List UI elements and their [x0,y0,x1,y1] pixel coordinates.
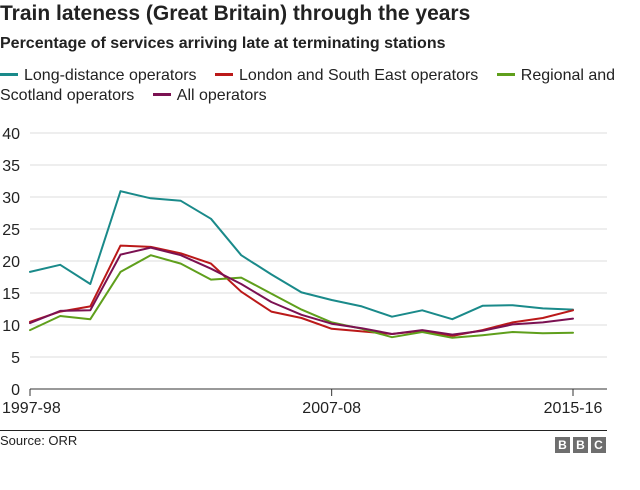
x-tick-label-1997-98: 1997-98 [2,400,61,417]
bbc-logo-letter-1: B [555,437,570,453]
series-line-all-operators [29,246,574,336]
chart-title: Train lateness (Great Britain) through t… [0,2,471,25]
legend-item-regional-scotland: Regional and Scotland operators [0,67,615,104]
x-tick-label-2015-16: 2015-16 [544,400,603,417]
x-tick-label-2007-08: 2007-08 [302,400,361,417]
bbc-logo-letter-2: B [573,437,588,453]
y-tick-label-5: 5 [11,350,20,367]
y-tick-label-10: 10 [2,318,20,335]
legend-label-long-distance: Long-distance operators [24,67,197,84]
legend-item-long-distance: Long-distance operators [0,67,197,84]
source-note: Source: ORR [0,433,78,448]
series-line-london-and-south-east-operators [29,244,574,337]
legend-item-london-south-east: London and South East operators [215,67,478,84]
bbc-logo: B B C [555,437,606,453]
series-line-long-distance-operators [29,190,574,321]
chart-legend: Long-distance operators London and South… [0,66,620,106]
bbc-logo-letter-3: C [591,437,606,453]
chart-subtitle: Percentage of services arriving late at … [0,35,446,52]
legend-label-regional-scotland: Regional and Scotland operators [0,67,616,104]
legend-swatch-all-operators [152,93,171,97]
y-tick-label-20: 20 [2,254,20,271]
y-tick-label-15: 15 [2,286,20,303]
legend-label-london-south-east: London and South East operators [239,67,479,84]
y-tick-label-25: 25 [2,222,20,239]
legend-label-all-operators: All operators [176,87,267,104]
legend-swatch-london-south-east [215,73,234,77]
series-line-regional-and-scotland-operators [29,254,574,339]
footer-divider [0,430,607,431]
legend-swatch-long-distance [0,73,18,77]
y-tick-label-30: 30 [2,190,20,207]
y-tick-label-35: 35 [2,158,20,175]
legend-item-all-operators: All operators [152,87,267,104]
y-tick-label-0: 0 [11,382,20,399]
y-tick-label-40: 40 [2,126,20,143]
legend-swatch-regional-scotland [496,73,515,77]
